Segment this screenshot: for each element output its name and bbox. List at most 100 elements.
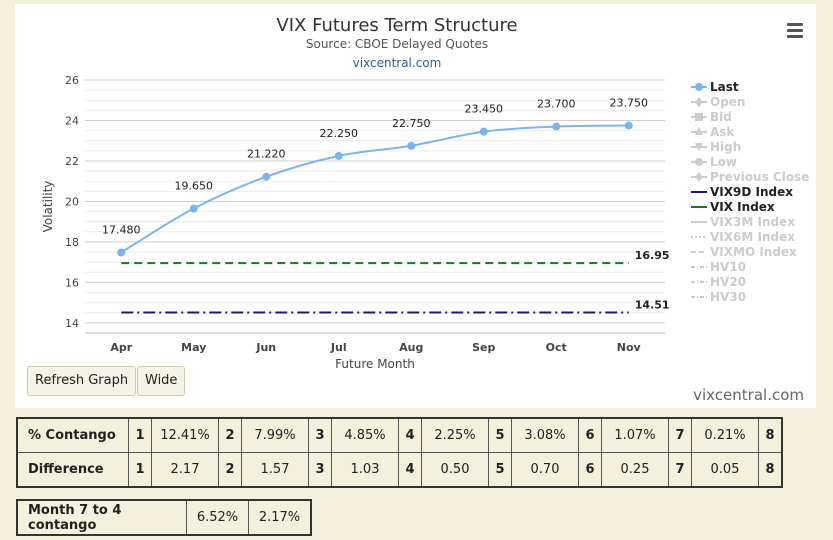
value-cell: 12.41% <box>151 417 219 453</box>
legend-item[interactable]: VIX Index <box>710 200 775 214</box>
month-index-cell: 6 <box>578 417 602 453</box>
y-tick-label: 16 <box>65 276 79 289</box>
value-cell: 4.85% <box>331 417 399 453</box>
data-label: 19.650 <box>175 180 214 193</box>
legend-item[interactable]: Low <box>710 155 737 169</box>
legend-marker <box>695 127 703 135</box>
chart-subtitle: Source: CBOE Delayed Quotes <box>306 37 488 51</box>
table-row: Difference 1 2.17 2 1.57 3 1.03 4 0.50 5 0.70 6 0.25… <box>16 452 783 488</box>
x-tick-label: Jun <box>255 341 276 354</box>
y-tick-label: 20 <box>65 195 79 208</box>
legend-marker <box>695 158 703 166</box>
legend-item[interactable]: Bid <box>710 110 732 124</box>
refresh-graph-button[interactable]: Refresh Graph <box>27 366 137 396</box>
value-cell: 2.25% <box>421 417 489 453</box>
legend-item[interactable]: HV30 <box>710 290 746 304</box>
chart-panel: VIX Futures Term Structure Source: CBOE D… <box>15 4 816 408</box>
legend-marker <box>695 83 703 91</box>
month-index-cell: 5 <box>488 452 512 488</box>
data-point <box>624 121 633 130</box>
month-contango-percent: 6.52% <box>186 499 249 536</box>
watermark: vixcentral.com <box>693 386 804 404</box>
legend-item[interactable]: Ask <box>710 125 735 139</box>
value-cell: 1.07% <box>601 417 669 453</box>
reference-label: 14.51 <box>635 299 670 312</box>
legend-item[interactable]: High <box>710 140 741 154</box>
x-tick-label: May <box>181 341 206 354</box>
data-point <box>117 248 126 257</box>
value-cell: 1.57 <box>241 452 309 488</box>
month-index-cell: 1 <box>128 452 152 488</box>
legend-marker <box>695 172 703 182</box>
x-tick-label: Aug <box>399 341 423 354</box>
value-cell: 7.99% <box>241 417 309 453</box>
legend-marker <box>695 113 703 121</box>
month-index-cell: 3 <box>308 452 332 488</box>
month-index-cell: 6 <box>578 452 602 488</box>
table-row: Month 7 to 4 contango 6.52% 2.17% <box>16 499 312 536</box>
data-label: 23.750 <box>610 97 649 110</box>
hamburger-menu-icon[interactable] <box>787 23 803 41</box>
month-index-cell: 1 <box>128 417 152 453</box>
month-index-cell: 4 <box>398 417 422 453</box>
y-tick-label: 24 <box>65 114 79 127</box>
value-cell: 1.03 <box>331 452 399 488</box>
data-label: 17.480 <box>102 223 141 236</box>
month-index-cell: 2 <box>218 417 242 453</box>
legend-item[interactable]: VIX9D Index <box>710 185 793 199</box>
contango-table: % Contango 1 12.41% 2 7.99% 3 4.85% 4 2.25% 5 3.08… <box>16 417 783 488</box>
month-index-cell: 3 <box>308 417 332 453</box>
value-cell: 0.25 <box>601 452 669 488</box>
data-label: 22.250 <box>320 127 359 140</box>
legend-item[interactable]: HV20 <box>710 275 746 289</box>
month-index-cell: 8 <box>758 417 783 453</box>
value-cell: 0.21% <box>691 417 759 453</box>
x-tick-label: Apr <box>110 341 132 354</box>
x-tick-label: Nov <box>617 341 642 354</box>
data-point <box>407 141 416 150</box>
row-header: Difference <box>16 452 129 488</box>
month-index-cell: 8 <box>758 452 783 488</box>
month-contango-header: Month 7 to 4 contango <box>16 499 187 536</box>
month-contango-value: 2.17% <box>248 499 312 536</box>
legend-item[interactable]: Previous Close <box>710 170 809 184</box>
value-cell: 0.05 <box>691 452 759 488</box>
x-tick-label: Sep <box>472 341 495 354</box>
chart-title: VIX Futures Term Structure <box>276 15 517 36</box>
data-point <box>552 122 561 131</box>
y-tick-label: 18 <box>65 236 79 249</box>
data-point <box>334 151 343 160</box>
x-tick-label: Jul <box>330 341 347 354</box>
legend-item[interactable]: Open <box>710 95 745 109</box>
legend-item[interactable]: VIXMO Index <box>710 245 797 259</box>
value-cell: 0.70 <box>511 452 579 488</box>
data-point <box>189 204 198 213</box>
legend-marker <box>695 143 703 151</box>
reference-label: 16.95 <box>635 249 670 262</box>
month-index-cell: 7 <box>668 417 692 453</box>
legend-item[interactable]: Last <box>710 80 739 94</box>
table-row: % Contango 1 12.41% 2 7.99% 3 4.85% 4 2.25% 5 3.08… <box>16 417 783 453</box>
x-axis-title: Future Month <box>335 357 415 371</box>
month-index-cell: 2 <box>218 452 242 488</box>
month-contango-table: Month 7 to 4 contango 6.52% 2.17% <box>16 499 312 536</box>
y-tick-label: 22 <box>65 155 79 168</box>
data-label: 23.450 <box>465 103 504 116</box>
data-point <box>479 127 488 136</box>
legend-item[interactable]: HV10 <box>710 260 746 274</box>
wide-button[interactable]: Wide <box>137 366 186 396</box>
value-cell: 2.17 <box>151 452 219 488</box>
value-cell: 3.08% <box>511 417 579 453</box>
month-index-cell: 7 <box>668 452 692 488</box>
month-index-cell: 4 <box>398 452 422 488</box>
data-label: 21.220 <box>247 148 286 161</box>
legend-item[interactable]: VIX6M Index <box>710 230 795 244</box>
chart-link: vixcentral.com <box>353 56 442 70</box>
y-axis-title: Volatility <box>41 181 55 233</box>
month-index-cell: 5 <box>488 417 512 453</box>
legend-item[interactable]: VIX3M Index <box>710 215 795 229</box>
data-point <box>262 172 271 181</box>
y-tick-label: 26 <box>65 74 79 87</box>
value-cell: 0.50 <box>421 452 489 488</box>
